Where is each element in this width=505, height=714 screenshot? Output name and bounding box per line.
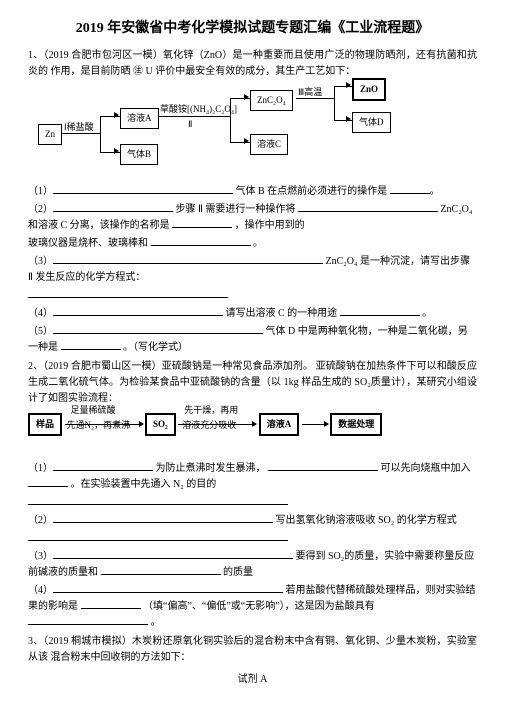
- q2-p4-end: 。: [151, 617, 161, 628]
- q1-p2-end: 。: [253, 238, 263, 249]
- label-hot: Ⅲ高温: [298, 85, 322, 99]
- label-dry: 先干燥，再用: [184, 403, 238, 417]
- q1-p2: （2） 步骤 Ⅱ 需要进行一种操作将 ZnC₂O₄和溶液 C 分离，该操作的名称…: [28, 202, 477, 234]
- q2-p2-text: 写出氢氧化钠溶液吸收 SO₂ 的化学方程式: [276, 515, 457, 526]
- q3-intro: 3、（2019 桐城市模拟）木炭粉还原氧化铜实验后的混合粉末中含有铜、氧化铜、少…: [28, 634, 477, 666]
- q2-p2: （2） 写出氢氧化钠溶液吸收 SO₂ 的化学方程式: [28, 513, 477, 529]
- q1-p1-text: 气体 B 在点燃前必须进行的操作是: [236, 186, 388, 197]
- q1-p4: （4） 请写出溶液 C 的一种用途 。: [28, 306, 477, 322]
- q1-p1-end: 。: [430, 186, 440, 197]
- label-acid2: 足量稀硫酸: [71, 403, 116, 417]
- box-solA: 溶液A: [120, 108, 159, 128]
- box-sample: 样品: [28, 413, 62, 435]
- q2-p1-text3: 。在实验装置中先通入 N₂ 的目的: [71, 479, 217, 490]
- box-solC: 溶液C: [250, 134, 288, 154]
- q2-p3-text2: 的质量: [223, 567, 253, 578]
- q3-reagent: 试剂 A: [28, 672, 477, 688]
- q2-p1-text2: 可以先向烧瓶中加入: [381, 463, 471, 474]
- q1-p2-num: （2）: [28, 204, 53, 215]
- q1-p5: （5） 气体 D 中是两种氧化物，一种是二氧化碳，另一种是 。（写化学式）: [28, 324, 477, 356]
- label-II: Ⅱ: [188, 117, 192, 131]
- q2-p1-text1: 为防止煮沸时发生暴沸，: [156, 463, 266, 474]
- box-znc2o4: ZnC₂O₄: [250, 90, 293, 110]
- label-oxalate: 草酸铵[(NH₄)₂C₂O₄]: [160, 102, 237, 116]
- q1-p2-text3: ，操作中用到的: [235, 220, 305, 231]
- box-data: 数据处理: [330, 413, 382, 435]
- q1-p4-num: （4）: [28, 308, 53, 319]
- q1-intro: 1、（2019 合肥市包河区一模）氧化锌（ZnO）是一种重要而且使用广泛的物理防…: [28, 48, 477, 80]
- box-gasB: 气体B: [120, 144, 158, 164]
- q2-intro: 2、（2019 合肥市蜀山区一模）亚硫酸钠是一种常见食品添加剂。 亚硫酸钠在加热…: [28, 359, 477, 407]
- q1-p2-line2: 玻璃仪器是烧杯、玻璃棒和 。: [28, 236, 477, 252]
- label-n2: 先通N₂，再煮沸: [67, 418, 131, 432]
- q1-p2-text1: 步骤 Ⅱ 需要进行一种操作将: [176, 204, 296, 215]
- q2-p4: （4） 若用盐酸代替稀硫酸处理样品，则对实验结果的影响是 （填“偏高”、“偏低”…: [28, 583, 477, 631]
- q1-diagram: Zn Ⅰ稀盐酸 溶液A 气体B 草酸铵[(NH₄)₂C₂O₄] Ⅱ ZnC₂O₄…: [28, 86, 477, 176]
- page-title: 2019 年安徽省中考化学模拟试题专题汇编《工业流程题》: [28, 18, 477, 40]
- q2-p2-num: （2）: [28, 515, 53, 526]
- q1-p3-num: （3）: [28, 256, 53, 267]
- box-gasD: 气体D: [352, 112, 391, 132]
- q2-p3-num: （3）: [28, 551, 53, 562]
- q1-p1-num: （1）: [28, 186, 53, 197]
- q2-diagram: 样品 足量稀硫酸 先通N₂，再煮沸 SO₂ 先干燥，再用 溶液充分吸收 溶液A …: [28, 413, 477, 453]
- box-so2: SO₂: [145, 413, 176, 435]
- q1-p1: （1） 气体 B 在点燃前必须进行的操作是 。: [28, 184, 477, 200]
- box-zn: Zn: [38, 124, 62, 144]
- q1-p2-text4: 玻璃仪器是烧杯、玻璃棒和: [28, 238, 148, 249]
- q1-p3: （3） ZnC₂O₄ 是一种沉淀，请写出步骤 Ⅱ 发生反应的化学方程式：: [28, 254, 477, 286]
- q1-p5-num: （5）: [28, 326, 53, 337]
- q2-p1-num: （1）: [28, 463, 53, 474]
- q1-p3-text: ZnC₂O₄ 是一种沉淀，请写出步骤 Ⅱ 发生反应的化学方程式：: [28, 256, 470, 283]
- q2-p4-num: （4）: [28, 585, 53, 596]
- label-acid: Ⅰ稀盐酸: [64, 120, 94, 134]
- box-zno: ZnO: [352, 78, 386, 100]
- q1-p5-end: 。（写化学式）: [123, 342, 188, 353]
- q2-p3: （3） 要得到 SO₂的质量，实验中需要称量反应前碱液的质量和 的质量: [28, 549, 477, 581]
- label-fill: 溶液充分吸收: [182, 418, 236, 432]
- q1-p4-text: 请写出溶液 C 的一种用途: [226, 308, 338, 319]
- q1-p4-end: 。: [422, 308, 432, 319]
- box-solA2: 溶液A: [259, 413, 300, 435]
- q2-p1: （1） 为防止煮沸时发生暴沸， 可以先向烧瓶中加入 。在实验装置中先通入 N₂ …: [28, 461, 477, 493]
- q2-p4-text2: （填“偏高”、“偏低”或“无影响”），这是因为盐酸具有: [143, 601, 375, 612]
